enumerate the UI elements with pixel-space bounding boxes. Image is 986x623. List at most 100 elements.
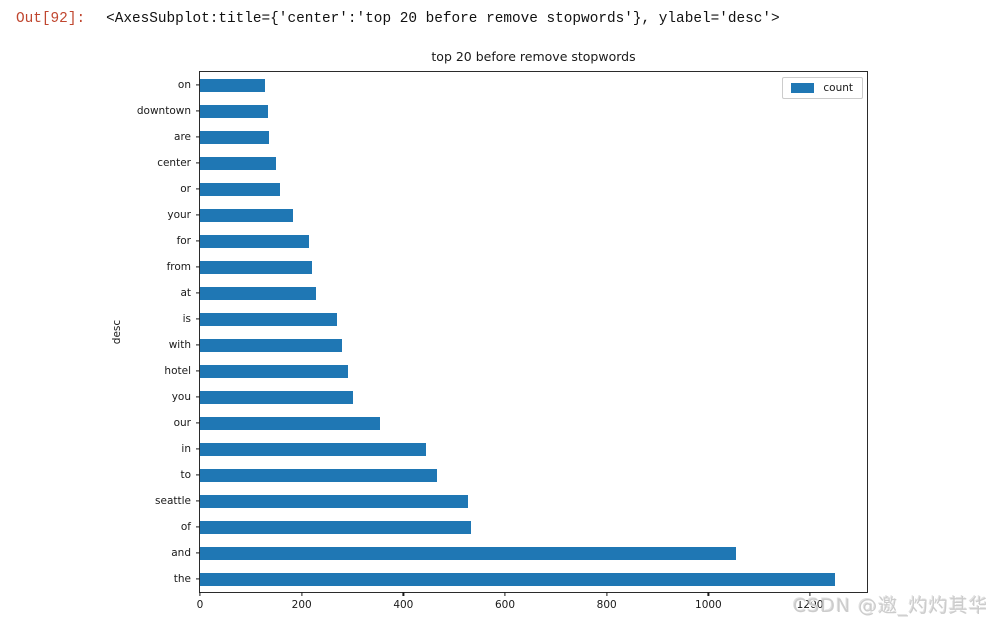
bar-row: [200, 72, 867, 98]
ytick-label-our: our: [173, 417, 191, 429]
csdn-watermark: CSDN @邀_灼灼其华: [793, 595, 986, 617]
ytick-mark: [196, 162, 200, 164]
out-prompt: Out[92]:: [16, 11, 86, 27]
legend-color-swatch: [791, 83, 815, 93]
ytick-mark: [196, 240, 200, 242]
xtick-mark: [199, 592, 201, 596]
bar-or: [200, 182, 280, 196]
ytick-mark: [196, 370, 200, 372]
ytick-mark: [196, 214, 200, 216]
ytick-mark: [196, 448, 200, 450]
xtick-label-0: 0: [196, 599, 204, 611]
xtick-mark: [504, 592, 506, 596]
bar-row: [200, 540, 867, 566]
xtick-mark: [606, 592, 608, 596]
xtick-mark: [809, 592, 811, 596]
axes: count on downtown are center or your for from at…: [137, 71, 868, 611]
xtick-label-600: 600: [494, 599, 516, 611]
xtick-label-1000: 1000: [695, 599, 722, 611]
bar-row: [200, 436, 867, 462]
bar-row: [200, 410, 867, 436]
ytick-mark: [196, 84, 200, 86]
ytick-mark: [196, 578, 200, 580]
ytick-label-and: and: [171, 547, 191, 559]
bar-at: [200, 286, 317, 300]
xtick-label-1200: 1200: [796, 599, 824, 611]
bar-row: [200, 566, 867, 592]
ytick-mark: [196, 266, 200, 268]
bar-row: [200, 98, 867, 124]
bar-downtown: [200, 104, 268, 118]
ytick-mark: [196, 474, 200, 476]
ytick-mark: [196, 396, 200, 398]
bar-row: [200, 514, 867, 540]
bar-in: [200, 442, 427, 456]
ytick-label-downtown: downtown: [136, 105, 191, 117]
xtick-mark: [402, 592, 404, 596]
bar-row: [200, 358, 867, 384]
bar-hotel: [200, 364, 349, 378]
bar-for: [200, 234, 309, 248]
ytick-label-to: to: [180, 469, 191, 481]
xtick-label-200: 200: [291, 599, 312, 611]
bar-row: [200, 488, 867, 514]
bar-row: [200, 332, 867, 358]
chart-title: top 20 before remove stopwords: [431, 49, 636, 64]
legend: count: [782, 77, 863, 99]
ytick-mark: [196, 188, 200, 190]
ytick-mark: [196, 318, 200, 320]
bar-row: [200, 280, 867, 306]
ytick-label-on: on: [177, 79, 191, 91]
ytick-mark: [196, 526, 200, 528]
ytick-label-your: your: [167, 209, 191, 221]
bar-your: [200, 208, 293, 222]
bar-with: [200, 338, 342, 352]
ytick-label-are: are: [174, 131, 191, 143]
y-axis-label: desc: [111, 319, 123, 345]
bar-row: [200, 306, 867, 332]
bar-row: [200, 124, 867, 150]
ytick-label-is: is: [182, 313, 191, 325]
bar-row: [200, 462, 867, 488]
axes-repr-text: <AxesSubplot:title={'center':'top 20 bef…: [106, 11, 780, 27]
ytick-label-or: or: [180, 183, 191, 195]
ytick-label-for: for: [176, 235, 191, 247]
ytick-label-from: from: [166, 261, 191, 273]
ytick-label-at: at: [180, 287, 191, 299]
ytick-label-you: you: [171, 391, 191, 403]
legend-label: count: [823, 82, 853, 94]
bar-row: [200, 228, 867, 254]
ytick-label-the: the: [173, 573, 191, 585]
bar-and: [200, 546, 737, 560]
bar-is: [200, 312, 337, 326]
bar-are: [200, 130, 270, 144]
ytick-label-seattle: seattle: [155, 495, 191, 507]
xtick-label-400: 400: [393, 599, 414, 611]
bar-row: [200, 384, 867, 410]
bar-the: [200, 572, 836, 586]
ytick-label-in: in: [181, 443, 191, 455]
ytick-label-center: center: [157, 157, 191, 169]
ytick-mark: [196, 136, 200, 138]
ytick-mark: [196, 110, 200, 112]
bar-center: [200, 156, 277, 170]
ytick-label-of: of: [180, 521, 191, 533]
xtick-mark: [707, 592, 709, 596]
ytick-mark: [196, 422, 200, 424]
ytick-mark: [196, 344, 200, 346]
bar-seattle: [200, 494, 468, 508]
bar-on: [200, 78, 266, 92]
bar-row: [200, 150, 867, 176]
bars: [200, 72, 867, 592]
ytick-mark: [196, 292, 200, 294]
bar-our: [200, 416, 381, 430]
bar-you: [200, 390, 354, 404]
console-output-line: Out[92]: <AxesSubplot:title={'center':'to…: [16, 9, 780, 29]
xtick-label-800: 800: [596, 599, 617, 611]
ytick-label-hotel: hotel: [164, 365, 191, 377]
bar-row: [200, 254, 867, 280]
bar-from: [200, 260, 312, 274]
bar-to: [200, 468, 437, 482]
ytick-mark: [196, 500, 200, 502]
